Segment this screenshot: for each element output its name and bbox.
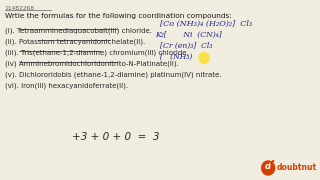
Text: Wrtie the formulas for the following coordination compounds:: Wrtie the formulas for the following coo… — [4, 13, 231, 19]
Text: [Cr (en)₃]  Cl₃: [Cr (en)₃] Cl₃ — [160, 42, 212, 50]
Text: doubtnut: doubtnut — [276, 163, 316, 172]
Text: 11482268: 11482268 — [4, 6, 35, 11]
Text: (i). Tetraamminediaquacobalt(III) chloride.: (i). Tetraamminediaquacobalt(III) chlori… — [4, 27, 152, 33]
Text: (iii). Tris(ethane-1,2-diamine) chromium(III) chloride.: (iii). Tris(ethane-1,2-diamine) chromium… — [4, 49, 188, 55]
Text: [Co (NH₃)₄ (H₂O)₂]  Cl₃: [Co (NH₃)₄ (H₂O)₂] Cl₃ — [160, 20, 252, 28]
Text: +3 + 0 + 0  =  3: +3 + 0 + 0 = 3 — [72, 132, 160, 142]
Text: [   (NH₃): [ (NH₃) — [160, 53, 192, 61]
Text: d: d — [265, 162, 271, 171]
Text: K₂[       Ni  (CN)₄]: K₂[ Ni (CN)₄] — [155, 31, 222, 39]
Text: (vi). Iron(III) hexacyanidoferrate(II).: (vi). Iron(III) hexacyanidoferrate(II). — [4, 82, 128, 89]
Circle shape — [262, 161, 275, 175]
Text: (ii). Potassium tetracyanidonichelate(II).: (ii). Potassium tetracyanidonichelate(II… — [4, 38, 145, 44]
Text: (v). Dichlororidobis (ethane-1,2-diamine) platinum(IV) nitrate.: (v). Dichlororidobis (ethane-1,2-diamine… — [4, 71, 221, 78]
Circle shape — [199, 53, 209, 64]
Text: (iv) Amminebromidochloridonitrito-N-Platinate(II).: (iv) Amminebromidochloridonitrito-N-Plat… — [4, 60, 179, 66]
